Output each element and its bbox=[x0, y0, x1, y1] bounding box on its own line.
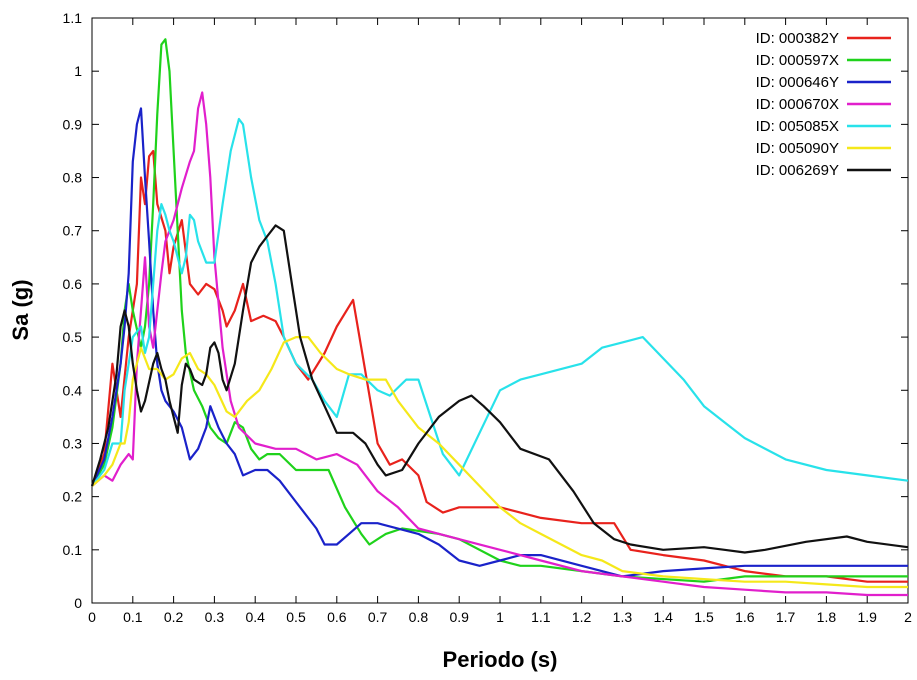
x-tick-label: 0 bbox=[88, 609, 96, 625]
y-tick-label: 0.4 bbox=[63, 382, 83, 398]
x-tick-label: 1.7 bbox=[776, 609, 796, 625]
y-tick-label: 0.1 bbox=[63, 542, 83, 558]
legend-label: ID: 000646Y bbox=[756, 74, 839, 91]
y-tick-label: 0.2 bbox=[63, 489, 83, 505]
series-line-4 bbox=[91, 117, 909, 487]
legend-label: ID: 000382Y bbox=[756, 30, 839, 47]
legend-label: ID: 005085X bbox=[756, 118, 839, 135]
legend-label: ID: 000597X bbox=[756, 52, 839, 69]
x-tick-label: 0.3 bbox=[205, 609, 225, 625]
x-tick-label: 0.9 bbox=[449, 609, 469, 625]
x-tick-label: 1.5 bbox=[694, 609, 714, 625]
y-tick-label: 0.9 bbox=[63, 116, 83, 132]
series-line-0 bbox=[90, 149, 908, 583]
x-tick-label: 1.6 bbox=[735, 609, 755, 625]
series-lines bbox=[90, 38, 909, 597]
y-tick-label: 0.8 bbox=[63, 170, 83, 186]
legend-label: ID: 000670X bbox=[756, 96, 839, 113]
x-tick-label: 1.9 bbox=[857, 609, 877, 625]
x-tick-label: 1.3 bbox=[613, 609, 633, 625]
x-tick-label: 1.1 bbox=[531, 609, 551, 625]
series-line-1 bbox=[91, 38, 908, 583]
y-tick-label: 1 bbox=[74, 63, 82, 79]
y-tick-label: 0.6 bbox=[63, 276, 83, 292]
y-axis-title: Sa (g) bbox=[8, 279, 33, 340]
x-tick-label: 0.4 bbox=[245, 609, 265, 625]
legend-label: ID: 005090Y bbox=[756, 140, 839, 157]
x-tick-label: 1 bbox=[496, 609, 504, 625]
x-tick-label: 1.2 bbox=[572, 609, 592, 625]
series-line-3 bbox=[91, 91, 908, 597]
x-axis-ticks: 0 0.1 0.2 0.3 0.4 0.5 0.6 0.7 0.8 0.9 1 1.1 1.2 1.3 1.… bbox=[88, 18, 912, 625]
legend: ID: 000382Y ID: 000597X ID: 000646Y ID: 000… bbox=[756, 30, 891, 179]
x-tick-label: 0.7 bbox=[368, 609, 388, 625]
series-line-5 bbox=[91, 336, 908, 589]
series-line-6 bbox=[90, 224, 909, 554]
x-tick-label: 0.6 bbox=[327, 609, 347, 625]
y-tick-label: 0.5 bbox=[63, 329, 83, 345]
x-axis-title: Periodo (s) bbox=[443, 647, 558, 672]
x-tick-label: 1.8 bbox=[817, 609, 837, 625]
legend-label: ID: 006269Y bbox=[756, 162, 839, 179]
y-axis-ticks: 0 0.1 0.2 0.3 0.4 0.5 0.6 0.7 0.8 0.9 1 1.1 bbox=[63, 10, 908, 611]
x-tick-label: 0.5 bbox=[286, 609, 306, 625]
x-tick-label: 1.4 bbox=[653, 609, 673, 625]
y-tick-label: 0.3 bbox=[63, 435, 83, 451]
y-tick-label: 1.1 bbox=[63, 10, 83, 26]
y-tick-label: 0 bbox=[74, 595, 82, 611]
x-tick-label: 0.8 bbox=[409, 609, 429, 625]
x-tick-label: 0.1 bbox=[123, 609, 143, 625]
y-tick-label: 0.7 bbox=[63, 223, 83, 239]
x-tick-label: 0.2 bbox=[164, 609, 184, 625]
x-tick-label: 2 bbox=[904, 609, 912, 625]
series-line-2 bbox=[91, 107, 908, 578]
